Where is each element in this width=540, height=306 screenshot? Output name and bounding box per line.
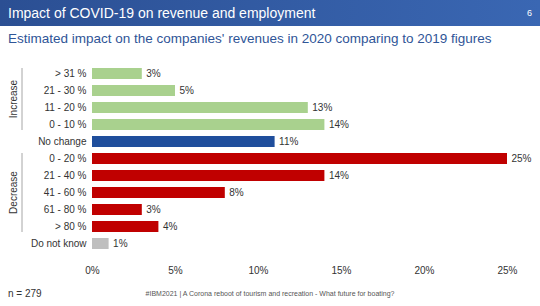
svg-text:5%: 5% xyxy=(168,265,183,276)
svg-text:11 - 20 %: 11 - 20 % xyxy=(44,102,86,113)
svg-text:3%: 3% xyxy=(146,204,161,215)
svg-text:8%: 8% xyxy=(229,187,244,198)
svg-text:4%: 4% xyxy=(163,221,178,232)
html-text:n = 279: n = 279 xyxy=(8,288,42,299)
svg-text:13%: 13% xyxy=(312,102,332,113)
svg-text:21 - 40 %: 21 - 40 % xyxy=(44,170,87,181)
svg-text:11%: 11% xyxy=(279,136,298,147)
html-text:Estimated impact on the compan: Estimated impact on the companies' reven… xyxy=(8,31,492,46)
svg-text:20%: 20% xyxy=(414,265,434,276)
svg-text:14%: 14% xyxy=(329,119,349,130)
svg-text:> 80 %: > 80 % xyxy=(55,221,87,232)
svg-text:21 - 30 %: 21 - 30 % xyxy=(44,85,87,96)
svg-text:1%: 1% xyxy=(113,238,128,249)
svg-text:Increase: Increase xyxy=(8,79,19,118)
svg-text:0%: 0% xyxy=(85,265,100,276)
svg-text:15%: 15% xyxy=(331,265,351,276)
svg-text:0 - 10 %: 0 - 10 % xyxy=(49,119,86,130)
html-text:6: 6 xyxy=(527,8,532,18)
svg-text:No change: No change xyxy=(38,136,87,147)
svg-text:5%: 5% xyxy=(180,85,195,96)
html-text:#IBM2021 | A Corona reboot of: #IBM2021 | A Corona reboot of tourism an… xyxy=(145,290,395,297)
svg-text:3%: 3% xyxy=(146,68,161,79)
svg-text:41 - 60 %: 41 - 60 % xyxy=(44,187,87,198)
svg-text:14%: 14% xyxy=(329,170,349,181)
html-text:Impact of COVID-19 on revenue: Impact of COVID-19 on revenue and employ… xyxy=(8,5,316,21)
svg-text:> 31 %: > 31 % xyxy=(55,68,87,79)
svg-text:Decrease: Decrease xyxy=(8,171,19,214)
svg-text:25%: 25% xyxy=(497,265,517,276)
svg-text:10%: 10% xyxy=(248,265,268,276)
svg-text:Do not know: Do not know xyxy=(31,238,87,249)
svg-text:61 - 80 %: 61 - 80 % xyxy=(44,204,87,215)
svg-text:0 - 20 %: 0 - 20 % xyxy=(49,153,86,164)
svg-text:25%: 25% xyxy=(512,153,532,164)
